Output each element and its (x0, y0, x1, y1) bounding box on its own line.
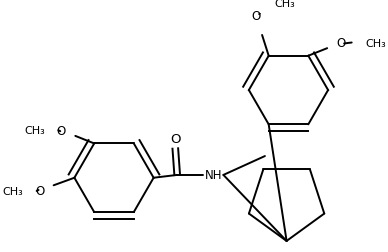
Text: O: O (337, 37, 346, 50)
Text: CH₃: CH₃ (365, 38, 386, 48)
Text: O: O (252, 10, 261, 23)
Text: CH₃: CH₃ (24, 126, 45, 136)
Text: O: O (57, 124, 66, 137)
Text: O: O (170, 132, 180, 145)
Text: CH₃: CH₃ (3, 186, 23, 196)
Text: O: O (35, 185, 44, 198)
Text: CH₃: CH₃ (274, 0, 295, 9)
Text: NH: NH (205, 169, 223, 182)
